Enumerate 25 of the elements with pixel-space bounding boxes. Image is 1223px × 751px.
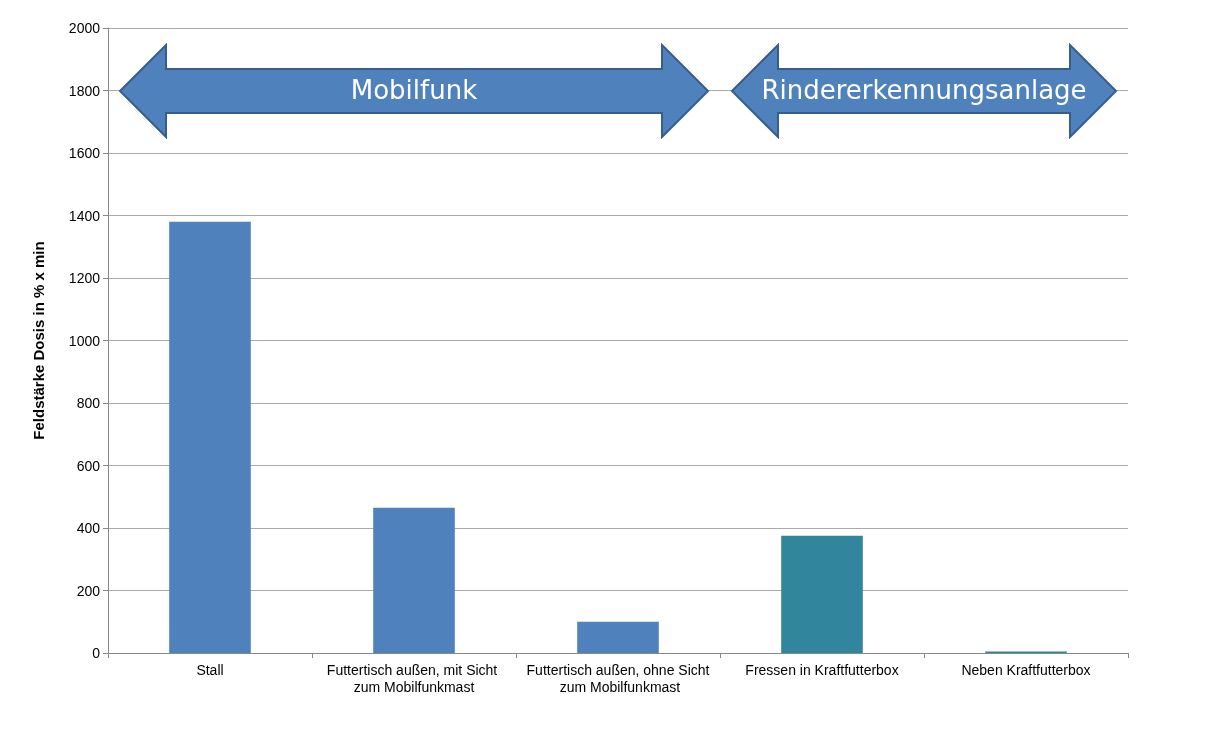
y-tick-label: 0 [92, 645, 101, 661]
y-tick-label: 600 [76, 457, 101, 474]
x-tick-label: Futtertisch außen, ohne Sicht zum Mobilfunkmast [526, 661, 710, 695]
x-tick-label: Futtertisch außen, mit Sicht zum Mobilfunkmast [326, 661, 502, 695]
annotation: Rindererkennungsanlage [760, 74, 1088, 105]
x-tick-label: Fressen in Kraftfutterbox [745, 661, 899, 678]
y-tick-label: 800 [76, 395, 101, 411]
double-arrow: Rindererkennungsanlage [730, 42, 1118, 139]
bar [373, 507, 455, 653]
y-tick-label: 1600 [68, 145, 101, 161]
x-tick-label: Neben Kraftfutterbox [961, 661, 1091, 678]
y-tick-label: 400 [76, 520, 101, 536]
bar [577, 621, 659, 653]
y-tick-label: 1000 [68, 332, 101, 349]
y-tick-label: 1800 [68, 82, 101, 99]
bar [169, 221, 251, 653]
y-tick-label: 1400 [68, 207, 101, 224]
y-tick-label: 200 [76, 582, 101, 599]
annotation: Mobilfunk [349, 74, 479, 105]
double-arrow: Mobilfunk [118, 42, 710, 139]
x-tick-label: Stall [196, 661, 224, 678]
y-tick-label: 1200 [68, 270, 101, 286]
bar [781, 535, 863, 653]
y-tick-label: 2000 [68, 20, 101, 36]
y-axis-title: Feldstärke Dosis in % x min [30, 241, 47, 440]
